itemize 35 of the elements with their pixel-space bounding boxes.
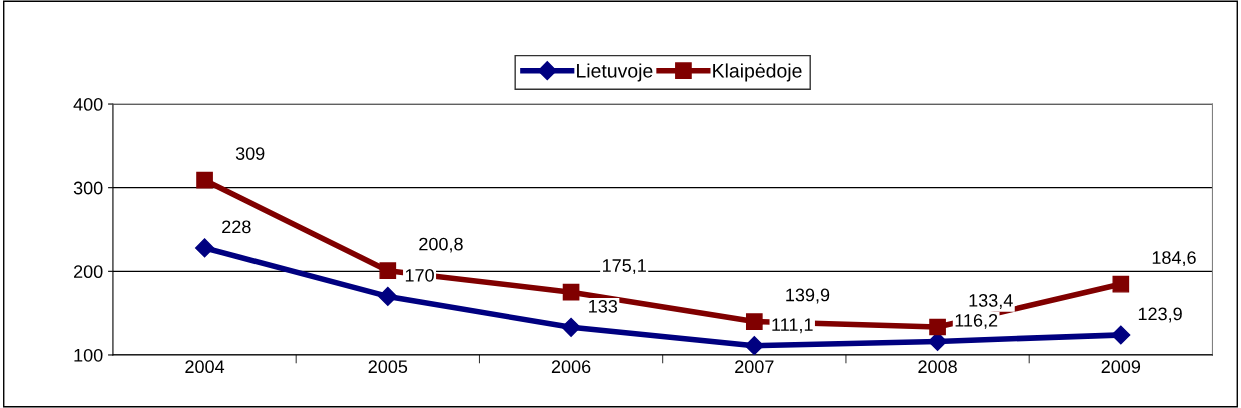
data-label: 170	[405, 268, 434, 282]
data-label: 139,9	[786, 288, 830, 304]
point	[561, 317, 581, 337]
point	[744, 336, 764, 355]
data-label: 309	[235, 147, 265, 160]
data-label: 111,1	[772, 318, 813, 334]
y-tick-label: 100	[74, 348, 103, 362]
x-tick-label: 2007	[735, 360, 774, 374]
data-label: 184,6	[1152, 251, 1196, 267]
data-label: 133	[589, 299, 618, 313]
x-tick-label: 2008	[918, 360, 957, 374]
point	[378, 286, 398, 306]
point	[196, 171, 213, 189]
x-tick-label: 2009	[1101, 360, 1141, 374]
point	[195, 238, 215, 258]
point	[379, 262, 397, 279]
data-label: 228	[222, 220, 251, 234]
point	[1111, 325, 1131, 345]
legend-label: Klaipėdoje	[713, 63, 802, 82]
y-tick-label: 400	[73, 97, 103, 111]
legend-label: Lietuvoje	[577, 63, 653, 82]
data-label: 133,4	[969, 294, 1013, 309]
point	[562, 283, 580, 301]
x-tick-label: 2005	[368, 360, 408, 374]
point	[929, 318, 946, 336]
data-label: 116,2	[955, 313, 998, 329]
x-tick-label: 2006	[551, 360, 591, 374]
data-label: 175,1	[603, 259, 646, 275]
point	[745, 313, 763, 330]
y-tick-label: 300	[73, 181, 103, 195]
point	[1112, 275, 1130, 293]
x-tick-label: 2004	[185, 360, 225, 374]
y-tick-label: 200	[74, 265, 103, 279]
data-label: 123,9	[1138, 307, 1182, 323]
data-label: 200,8	[419, 237, 463, 253]
